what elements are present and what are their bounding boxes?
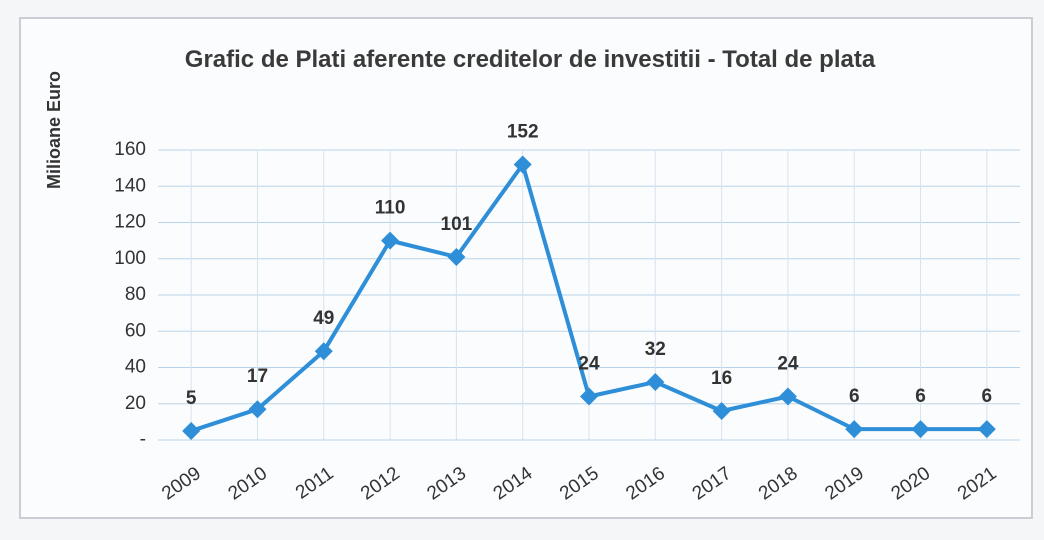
marker: [314, 342, 333, 361]
data-label: 101: [441, 214, 473, 235]
data-label: 6: [915, 386, 926, 407]
data-label: 24: [777, 354, 799, 375]
data-label: 16: [711, 368, 732, 389]
marker: [447, 247, 466, 266]
y-tick-label: 80: [125, 284, 146, 305]
y-axis-label: Milioane Euro: [44, 71, 64, 189]
marker: [182, 421, 201, 440]
y-tick-label: -: [140, 429, 146, 450]
marker: [248, 400, 267, 419]
y-tick-label: 120: [114, 212, 146, 233]
marker: [513, 155, 532, 174]
marker: [778, 387, 797, 406]
y-tick-label: 40: [125, 357, 146, 378]
chart-title: Grafic de Plati aferente creditelor de i…: [184, 46, 876, 73]
data-label: 6: [982, 386, 993, 407]
data-label: 32: [645, 339, 666, 360]
marker: [381, 231, 400, 250]
data-label: 5: [186, 388, 197, 409]
marker: [646, 373, 665, 391]
y-tick-label: 20: [125, 393, 146, 414]
y-tick-label: 140: [114, 175, 146, 196]
data-label: 152: [507, 122, 539, 143]
marker: [580, 387, 598, 406]
y-tick-label: 100: [114, 248, 146, 269]
data-label: 6: [849, 386, 860, 407]
marker: [911, 420, 930, 439]
data-label: 110: [375, 198, 406, 219]
y-tick-label: 160: [114, 139, 146, 160]
marker: [712, 402, 731, 420]
y-tick-label: 60: [125, 320, 146, 341]
marker: [977, 420, 996, 439]
marker: [845, 420, 864, 439]
chart-frame: [19, 17, 1033, 519]
data-label: 24: [578, 354, 600, 375]
data-label: 17: [247, 366, 268, 387]
data-label: 49: [313, 308, 334, 329]
